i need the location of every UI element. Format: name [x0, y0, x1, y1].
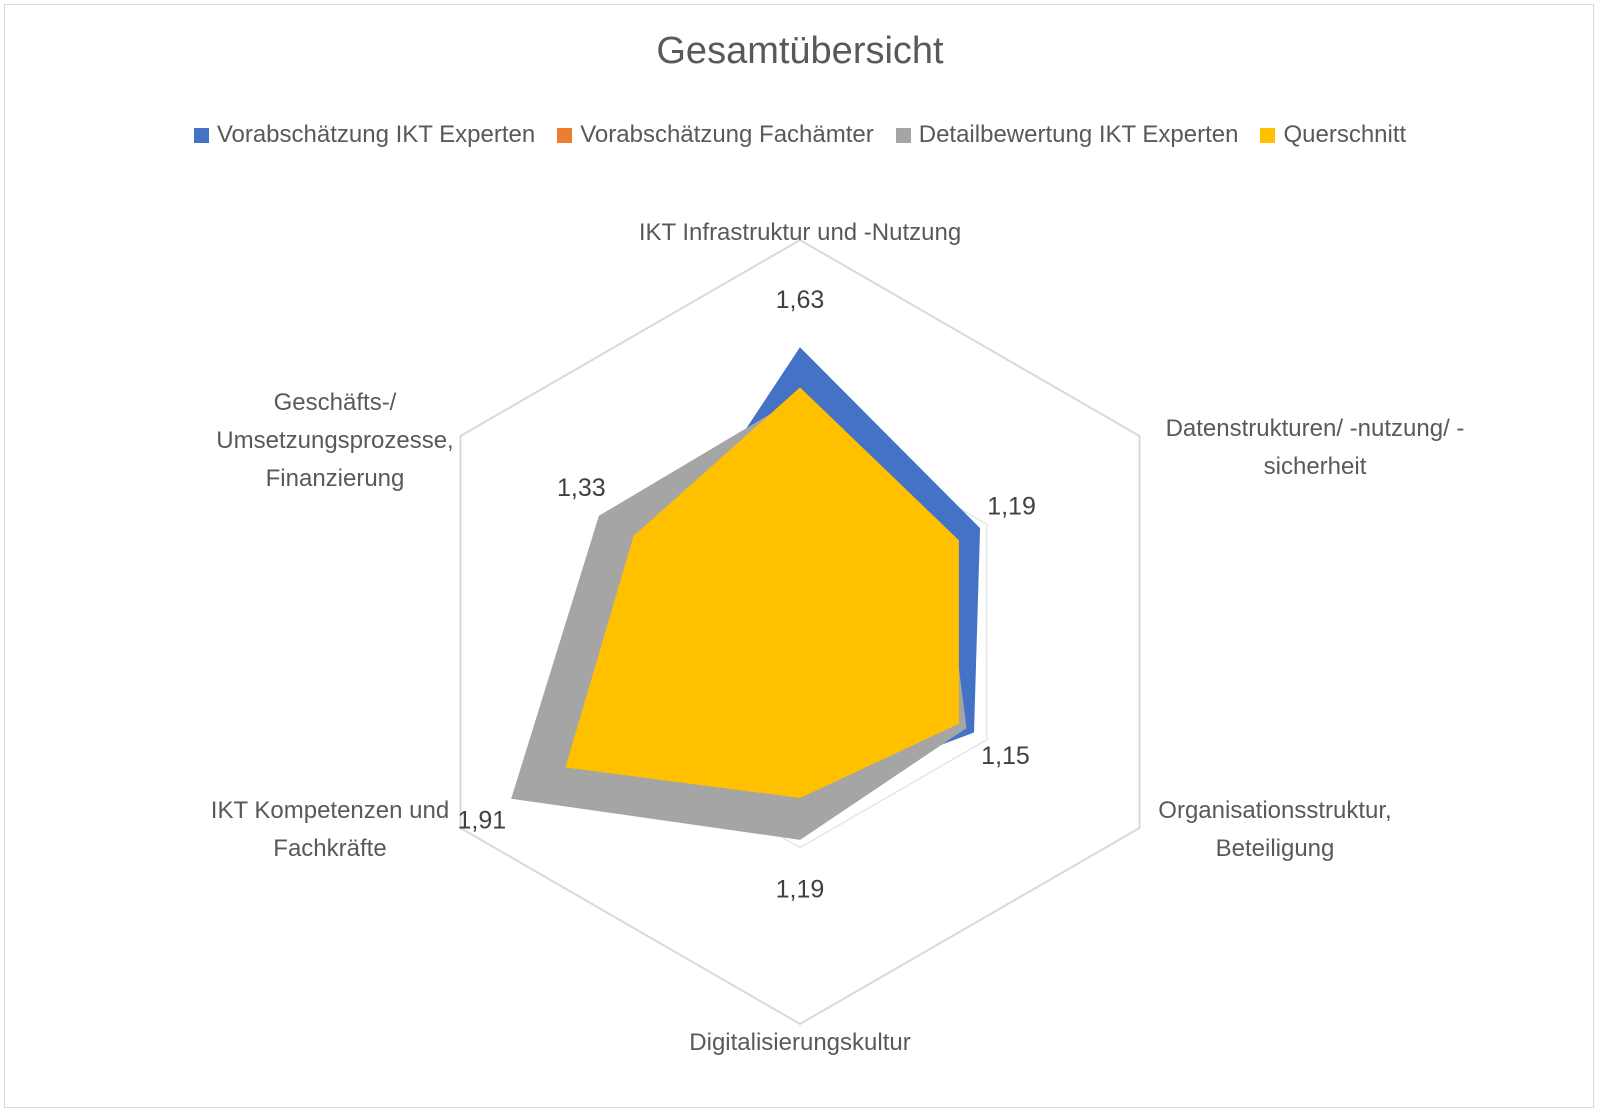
chart-title: Gesamtübersicht [656, 30, 944, 72]
legend-swatch [1260, 127, 1276, 143]
axis-label-line: sicherheit [1264, 453, 1367, 480]
data-label: 1,15 [981, 742, 1030, 770]
axis-label-line: Geschäfts-/ [274, 389, 397, 416]
legend-item: Detailbewertung IKT Experten [895, 121, 1239, 149]
data-label: 1,19 [776, 875, 825, 903]
axis-label-line: Digitalisierungskultur [689, 1029, 910, 1056]
data-label: 1,19 [987, 492, 1036, 520]
data-label: 1,91 [457, 806, 506, 834]
axis-label-line: Organisationsstruktur, [1158, 797, 1391, 824]
axis-label: IKT Infrastruktur und -Nutzung [639, 219, 961, 246]
axis-label-line: IKT Infrastruktur und -Nutzung [639, 219, 961, 246]
grid-hexagon [459, 238, 1141, 1026]
axis-label: Digitalisierungskultur [689, 1029, 910, 1056]
axis-label-line: Umsetzungsprozesse, [216, 427, 453, 454]
axis-label: IKT Kompetenzen und Fachkräfte [211, 797, 449, 862]
data-label: 1,33 [557, 474, 606, 502]
legend-item: Vorabschätzung IKT Experten [193, 121, 536, 149]
axis-label-line: Beteiligung [1216, 835, 1335, 862]
axis-label: Organisationsstruktur, Beteiligung [1158, 797, 1391, 862]
series-area [565, 387, 959, 799]
legend-label: Vorabschätzung IKT Experten [216, 121, 536, 148]
axis-label: Geschäfts-/ Umsetzungsprozesse, Finanzieru… [216, 389, 453, 492]
axis-label-line: Finanzierung [266, 465, 405, 492]
legend-label: Vorabschätzung Fachämter [580, 121, 874, 148]
legend-swatch [895, 127, 911, 143]
legend-swatch [193, 127, 209, 143]
axis-label-line: IKT Kompetenzen und [211, 797, 449, 824]
data-label: 1,63 [776, 286, 825, 314]
axis-label: Datenstrukturen/ -nutzung/ - sicherheit [1166, 415, 1465, 480]
legend-item: Querschnitt [1260, 121, 1406, 149]
legend-label: Detailbewertung IKT Experten [918, 121, 1239, 148]
legend-item: Vorabschätzung Fachämter [557, 121, 874, 149]
legend-label: Querschnitt [1283, 121, 1407, 148]
legend: Vorabschätzung IKT Experten Vorabschätzun… [0, 121, 1600, 149]
legend-swatch [557, 127, 573, 143]
axis-label-line: Datenstrukturen/ -nutzung/ - [1166, 415, 1465, 442]
axis-label-line: Fachkräfte [273, 835, 386, 862]
